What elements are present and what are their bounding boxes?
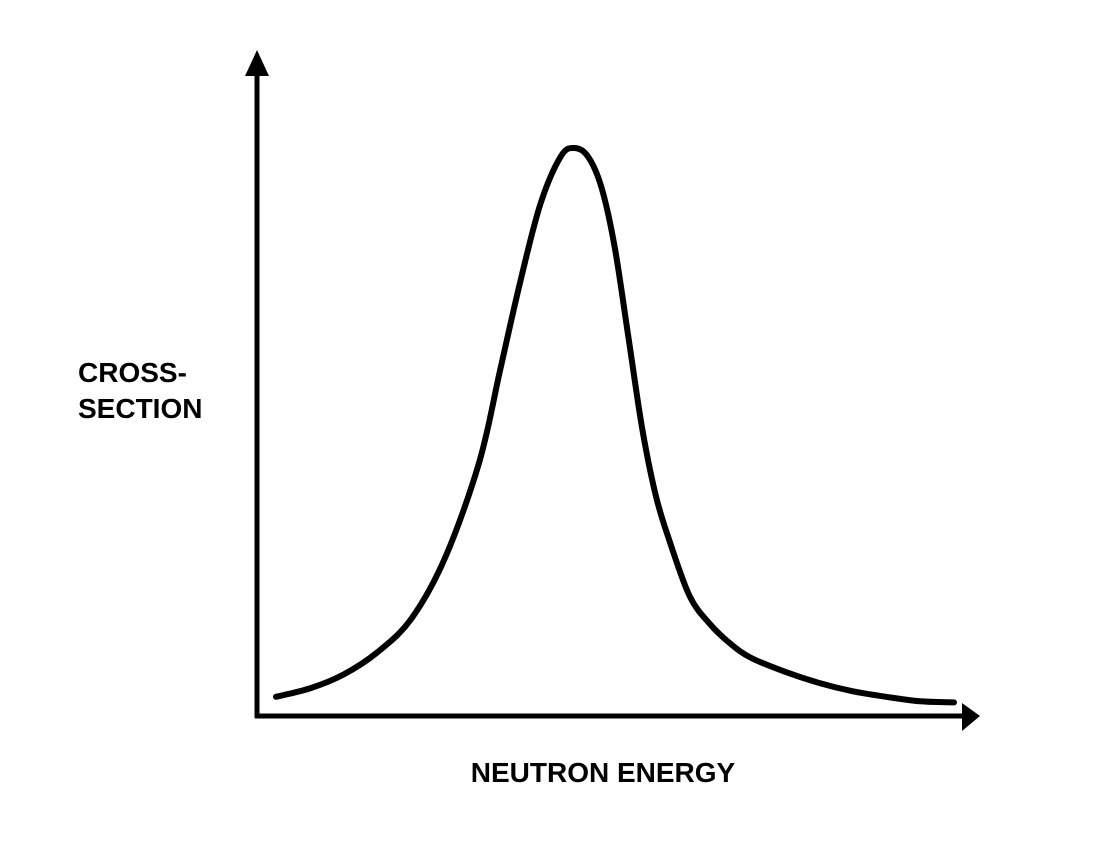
- plot-area: [273, 144, 957, 706]
- y-axis-label: CROSS- SECTION: [78, 357, 202, 424]
- y-axis-label-line-2: SECTION: [78, 393, 202, 424]
- x-axis-arrow: [962, 703, 980, 731]
- resonance-curve-line: [273, 144, 957, 706]
- y-axis-arrow: [245, 50, 269, 76]
- axes: [245, 50, 980, 731]
- x-axis-label: NEUTRON ENERGY: [471, 757, 736, 788]
- y-axis-label-line-1: CROSS-: [78, 357, 187, 388]
